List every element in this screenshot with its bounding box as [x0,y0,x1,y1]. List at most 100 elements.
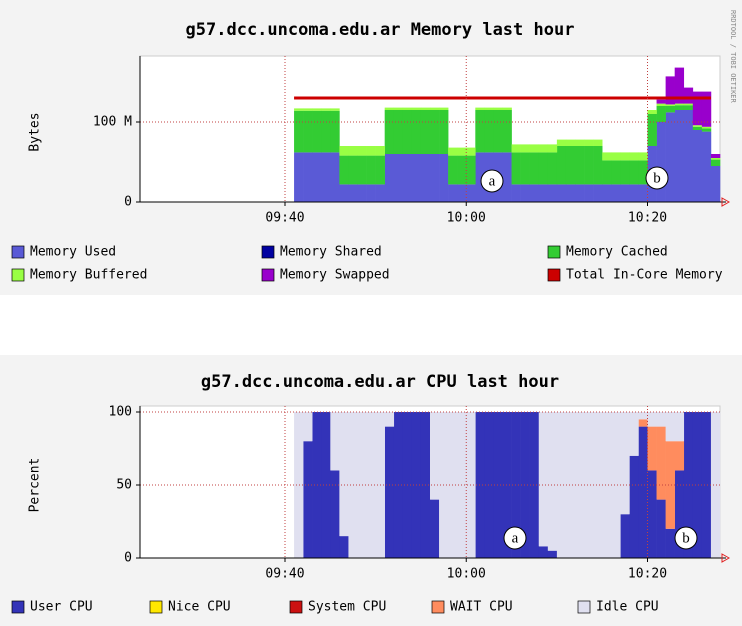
area-segment [674,441,685,471]
area-segment [692,91,703,126]
area-segment [701,412,712,558]
area-segment [384,426,395,558]
area-segment [674,103,685,106]
area-segment [393,107,404,110]
area-segment [348,155,358,185]
area-segment [384,107,395,110]
area-segment [511,412,521,558]
legend-swatch [289,600,303,614]
area-segment [430,499,440,558]
legend-label: Memory Used [30,245,116,260]
area-segment [502,110,512,153]
area-segment [665,412,675,442]
area-segment [538,412,549,547]
area-segment [484,110,494,153]
area-segment [430,412,440,500]
area-segment [647,470,657,558]
y-tick-label: 50 [116,478,132,493]
area-segment [321,152,331,202]
legend-swatch [149,600,163,614]
area-segment [529,184,540,202]
area-segment [529,144,540,153]
area-segment [511,184,521,202]
area-segment [439,107,449,110]
area-segment [656,426,666,500]
area-segment [348,184,358,202]
area-segment [484,107,494,110]
y-tick-label: 100 M [93,115,132,130]
x-tick-label: 10:00 [447,211,486,226]
area-segment [665,112,675,202]
legend-label: Memory Cached [566,245,668,260]
area-segment [475,107,485,110]
area-segment [520,184,530,202]
legend-swatch [547,245,561,259]
area-segment [593,139,603,146]
area-segment [584,184,594,202]
area-segment [620,514,630,558]
area-segment [294,152,304,202]
area-segment [638,184,648,202]
legend-label: Memory Swapped [280,268,390,283]
area-segment [710,166,721,202]
annotation-circle [503,526,527,550]
area-segment [303,412,313,442]
x-tick-label: 10:00 [447,567,486,582]
axis-arrow [721,197,731,207]
area-segment [638,152,648,161]
area-segment [674,412,685,442]
area-segment [339,146,349,156]
area-segment [502,412,512,558]
legend-swatch [261,245,275,259]
area-segment [393,154,404,202]
area-segment [620,184,630,202]
area-segment [638,419,648,427]
area-segment [710,154,721,158]
area-segment [375,155,385,185]
area-segment [339,536,349,558]
area-segment [538,184,549,202]
area-segment [312,152,322,202]
area-segment [692,125,703,127]
area-segment [665,441,675,529]
y-tick-label: 0 [124,195,132,210]
area-segment [303,110,313,153]
area-segment [683,110,694,202]
area-segment [656,103,666,106]
area-segment [593,184,603,202]
area-segment [638,160,648,185]
area-segment [602,184,612,202]
area-segment [665,106,675,113]
area-segment [547,412,558,551]
area-segment [502,152,512,202]
area-segment [611,152,621,161]
area-segment [303,441,313,558]
area-segment [674,67,685,104]
area-segment [538,152,549,185]
area-segment [638,412,648,420]
area-segment [294,110,304,153]
area-segment [593,412,603,558]
area-segment [366,184,376,202]
area-segment [321,110,331,153]
area-segment [629,184,639,202]
area-segment [647,412,657,427]
area-segment [466,184,476,202]
area-segment [420,107,431,110]
area-segment [710,159,721,166]
area-segment [475,110,485,153]
area-segment [701,91,712,127]
area-segment [493,412,503,558]
area-segment [384,110,395,154]
annotation-circle [480,169,504,193]
area-segment [575,184,585,202]
area-segment [656,122,666,202]
area-segment [411,154,422,202]
area-segment [520,412,530,558]
area-segment [402,154,413,202]
area-segment [303,152,313,202]
area-segment [375,184,385,202]
area-segment [611,184,621,202]
legend-label: Memory Shared [280,245,382,260]
